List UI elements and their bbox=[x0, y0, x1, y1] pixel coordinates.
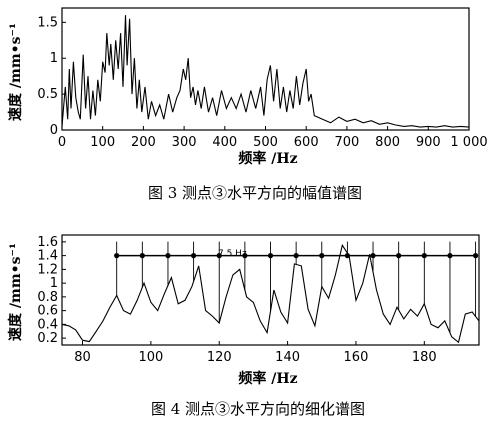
marker-dot bbox=[319, 253, 325, 259]
x-tick-label: 900 bbox=[416, 135, 441, 150]
x-tick-label: 100 bbox=[138, 350, 163, 365]
x-tick-label: 80 bbox=[74, 350, 91, 365]
x-tick-label: 400 bbox=[212, 135, 237, 150]
chart2-xlabel: 频率 /Hz bbox=[238, 370, 297, 387]
chart2-caption: 图 4 测点③水平方向的细化谱图 bbox=[151, 400, 365, 418]
chart1-y-axis: 0 0.5 1 1.5 bbox=[37, 15, 66, 138]
x-tick-label: 800 bbox=[375, 135, 400, 150]
y-tick-label: 0 bbox=[50, 123, 58, 138]
chart2-ylabel: 速度 /mm•s⁻¹ bbox=[7, 243, 24, 341]
chart2-frame bbox=[61, 234, 480, 346]
x-tick-label: 500 bbox=[253, 135, 278, 150]
marker-dot bbox=[242, 253, 248, 259]
marker-dot bbox=[293, 253, 299, 259]
marker-dot bbox=[344, 253, 351, 259]
y-tick-label: 0.4 bbox=[37, 317, 58, 332]
chart1-frame bbox=[61, 7, 470, 131]
chart1-ylabel: 速度 /mm•s⁻¹ bbox=[7, 23, 24, 121]
y-tick-label: 0.8 bbox=[37, 290, 58, 305]
y-tick-label: 1 bbox=[50, 276, 58, 291]
y-tick-label: 1.4 bbox=[37, 249, 58, 264]
chart2-x-axis: 80 100 120 140 160 180 bbox=[74, 341, 437, 365]
chart1-xlabel: 频率 /Hz bbox=[238, 150, 297, 167]
x-tick-label: 1 000 bbox=[450, 135, 487, 150]
zoom-spectrum-chart: 0.20.40.60.811.21.41.6 80 100 120 140 160 180… bbox=[7, 234, 480, 418]
y-tick-label: 1.6 bbox=[37, 235, 58, 250]
chart2-annotation: 7.5 Hz bbox=[218, 249, 247, 259]
chart1-series-line bbox=[61, 15, 470, 128]
marker-dot bbox=[472, 253, 479, 259]
y-tick-label: 0.2 bbox=[37, 331, 58, 346]
x-tick-label: 100 bbox=[90, 135, 115, 150]
y-tick-label: 0.5 bbox=[37, 87, 58, 102]
amplitude-spectrum-chart: 0 0.5 1 1.5 0 100 200 300 400 500 600 700 800 900 1 0… bbox=[7, 7, 488, 202]
x-tick-label: 0 bbox=[58, 135, 66, 150]
y-tick-label: 1.2 bbox=[37, 262, 58, 277]
x-tick-label: 180 bbox=[412, 350, 437, 365]
marker-dot bbox=[165, 253, 171, 259]
marker-dot bbox=[396, 253, 402, 259]
marker-dot bbox=[139, 253, 145, 259]
chart2-y-axis: 0.20.40.60.811.21.41.6 bbox=[37, 235, 66, 346]
y-tick-label: 0.6 bbox=[37, 304, 58, 319]
x-tick-label: 200 bbox=[131, 135, 156, 150]
marker-dot bbox=[421, 253, 427, 259]
x-tick-label: 120 bbox=[207, 350, 232, 365]
x-tick-label: 300 bbox=[172, 135, 197, 150]
y-tick-label: 1.5 bbox=[37, 15, 58, 30]
marker-dot bbox=[216, 253, 222, 259]
x-tick-label: 600 bbox=[294, 135, 319, 150]
marker-dot bbox=[447, 253, 453, 259]
chart1-x-axis: 0 100 200 300 400 500 600 700 800 900 1 000 bbox=[58, 126, 488, 150]
x-tick-label: 700 bbox=[334, 135, 359, 150]
marker-dot bbox=[190, 253, 197, 259]
marker-dot bbox=[370, 253, 376, 259]
x-tick-label: 160 bbox=[344, 350, 369, 365]
marker-dot bbox=[267, 253, 274, 259]
y-tick-label: 1 bbox=[50, 51, 58, 66]
x-tick-label: 140 bbox=[275, 350, 300, 365]
chart2-harmonic-markers bbox=[114, 241, 479, 333]
marker-dot bbox=[114, 253, 120, 259]
chart1-caption: 图 3 测点③水平方向的幅值谱图 bbox=[148, 184, 362, 202]
